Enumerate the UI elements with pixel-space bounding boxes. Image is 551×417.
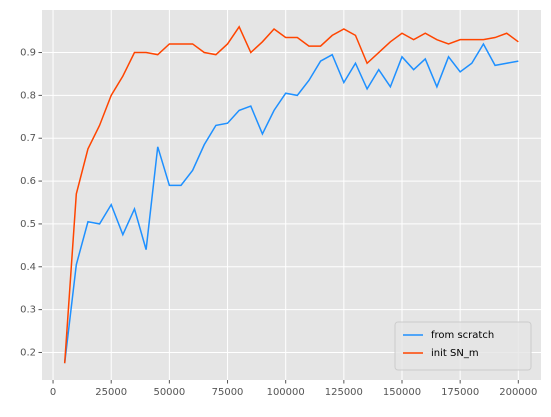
x-tick-label: 200000 <box>499 387 537 398</box>
x-tick-label: 50000 <box>153 387 185 398</box>
legend-box <box>394 321 532 371</box>
y-tick-label: 0.4 <box>20 262 36 273</box>
y-tick-label: 0.2 <box>20 347 36 358</box>
legend-label: init SN_m <box>431 348 479 359</box>
y-tick-label: 0.3 <box>20 305 36 316</box>
x-tick-label: 0 <box>50 387 56 398</box>
y-tick-label: 0.9 <box>20 48 36 59</box>
y-tick-label: 0.6 <box>20 176 36 187</box>
y-tick-label: 0.7 <box>20 133 36 144</box>
x-tick-label: 175000 <box>441 387 479 398</box>
x-tick-label: 25000 <box>95 387 127 398</box>
y-tick-label: 0.8 <box>20 90 36 101</box>
x-tick-label: 125000 <box>325 387 363 398</box>
data-line <box>63 25 519 364</box>
legend-label: from scratch <box>431 330 494 341</box>
y-tick-label: 0.5 <box>20 219 36 230</box>
legend: from scratch init SN_m <box>394 321 532 371</box>
data-line <box>63 42 519 364</box>
x-tick-label: 100000 <box>267 387 305 398</box>
x-tick-label: 75000 <box>212 387 244 398</box>
x-tick-label: 150000 <box>383 387 421 398</box>
